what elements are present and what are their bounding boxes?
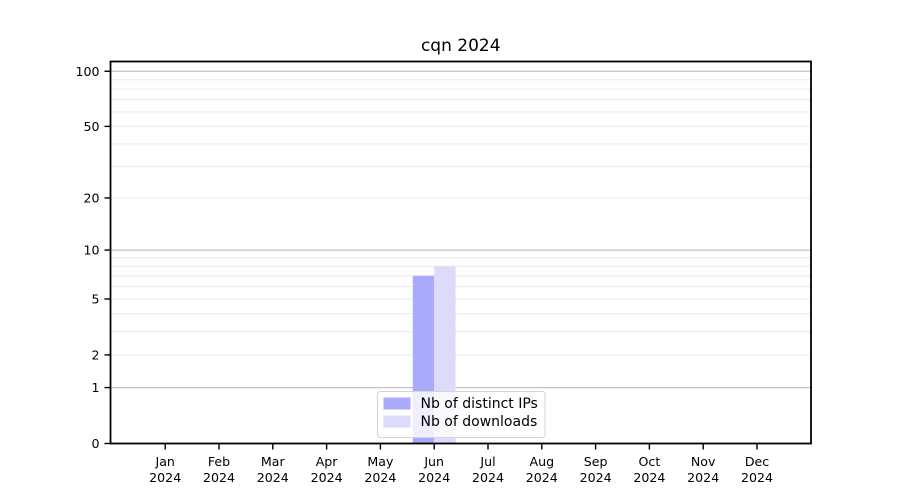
legend: Nb of distinct IPs Nb of downloads: [377, 391, 546, 438]
x-tick-label: Aug 2024: [526, 454, 558, 485]
x-tick-label: Mar 2024: [257, 454, 289, 485]
legend-swatch-nb-of-downloads: [383, 415, 411, 428]
y-tick-label: 100: [75, 64, 99, 79]
plot-frame: [109, 60, 812, 445]
x-tick-label-year: 2024: [203, 470, 235, 485]
x-tick-label-month: Jan: [154, 454, 174, 469]
x-tick-label: Apr 2024: [311, 454, 343, 485]
x-tick-label-year: 2024: [311, 470, 343, 485]
legend-swatch-nb-of-distinct-ips: [383, 397, 411, 410]
x-tick-label-year: 2024: [633, 470, 665, 485]
x-tick-label-month: Sep: [584, 454, 608, 469]
y-tick-label: 10: [83, 243, 99, 258]
x-tick-label-year: 2024: [472, 470, 504, 485]
y-tick-label: 20: [83, 190, 99, 205]
x-tick-label-month: Nov: [691, 454, 716, 469]
chart-title: cqn 2024: [421, 36, 501, 56]
x-tick-label-year: 2024: [526, 470, 558, 485]
x-tick-label: Jul 2024: [472, 454, 504, 485]
x-tick-label-year: 2024: [418, 470, 450, 485]
x-tick-label: Oct 2024: [633, 454, 665, 485]
y-tick-label: 2: [91, 347, 99, 362]
x-tick-label-month: Dec: [745, 454, 769, 469]
x-tick-label-month: Jun: [423, 454, 444, 469]
y-tick-label: 50: [83, 119, 99, 134]
legend-box: [377, 391, 546, 438]
x-tick-label-year: 2024: [580, 470, 612, 485]
x-tick-label-year: 2024: [364, 470, 396, 485]
y-tick-label: 1: [91, 380, 99, 395]
x-tick-label: Dec 2024: [741, 454, 773, 485]
x-tick-label: Jun 2024: [418, 454, 450, 485]
legend-label: Nb of downloads: [421, 414, 538, 430]
y-tick-label: 0: [91, 436, 99, 451]
x-tick-label-year: 2024: [687, 470, 719, 485]
x-tick-label-month: Apr: [316, 454, 339, 469]
y-tick-label: 5: [91, 291, 99, 306]
x-tick-label-month: Feb: [208, 454, 230, 469]
x-tick-label-month: Mar: [261, 454, 286, 469]
x-tick-label-month: Oct: [639, 454, 661, 469]
x-tick-label: Sep 2024: [580, 454, 612, 485]
x-tick-label-month: May: [367, 454, 394, 469]
x-tick-label-year: 2024: [149, 470, 181, 485]
x-tick-label: Nov 2024: [687, 454, 719, 485]
x-tick-label: Jan 2024: [149, 454, 181, 485]
x-tick-label-month: Jul: [479, 454, 495, 469]
x-tick-label: May 2024: [364, 454, 396, 485]
x-tick-label-month: Aug: [530, 454, 555, 469]
x-tick-label-year: 2024: [741, 470, 773, 485]
x-tick-label: Feb 2024: [203, 454, 235, 485]
x-tick-label-year: 2024: [257, 470, 289, 485]
legend-label: Nb of distinct IPs: [421, 396, 538, 412]
